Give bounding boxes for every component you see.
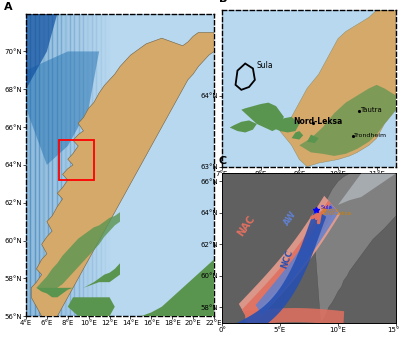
Bar [101,14,105,316]
Polygon shape [338,173,396,205]
Polygon shape [31,33,214,316]
Bar [35,14,39,316]
Bar [30,14,34,316]
Polygon shape [26,14,57,89]
Polygon shape [245,308,344,325]
Polygon shape [256,203,338,316]
Bar [61,14,65,316]
Polygon shape [239,196,340,326]
Text: Sula: Sula [321,205,333,210]
Bar [110,14,114,316]
Text: C: C [218,156,227,166]
Polygon shape [68,297,115,316]
Text: A: A [4,2,12,12]
Bar [39,14,43,316]
Bar [88,14,92,316]
Bar [74,14,78,316]
Polygon shape [237,209,326,339]
Polygon shape [315,173,396,323]
Bar [96,14,100,316]
Polygon shape [292,131,303,140]
Polygon shape [242,200,336,321]
Bar [44,14,48,316]
Text: Nord-Leksa: Nord-Leksa [294,117,343,126]
Text: B: B [218,0,227,4]
Bar [83,14,87,316]
Text: Nord-Leksa: Nord-Leksa [321,211,352,216]
Text: NCC: NCC [280,249,295,270]
Text: Sula: Sula [257,62,274,70]
Bar [48,14,52,316]
Polygon shape [26,14,99,165]
Text: Tautra: Tautra [360,107,382,113]
Text: AW: AW [282,209,298,227]
Polygon shape [130,259,214,316]
Bar [66,14,70,316]
Polygon shape [292,85,396,156]
Bar [52,14,56,316]
Polygon shape [280,10,396,167]
Bar [105,14,109,316]
Polygon shape [230,120,257,133]
Polygon shape [272,117,299,133]
Bar [92,14,96,316]
Polygon shape [241,103,284,131]
Bar [70,14,74,316]
Polygon shape [307,135,319,143]
Bar [60,140,94,180]
Text: Trondheim: Trondheim [354,133,387,138]
Polygon shape [36,263,120,297]
Polygon shape [36,212,120,292]
Bar [57,14,61,316]
Text: Tautra: Tautra [321,208,338,213]
Text: NAC: NAC [236,214,257,238]
Bar [79,14,83,316]
Bar [26,14,30,316]
